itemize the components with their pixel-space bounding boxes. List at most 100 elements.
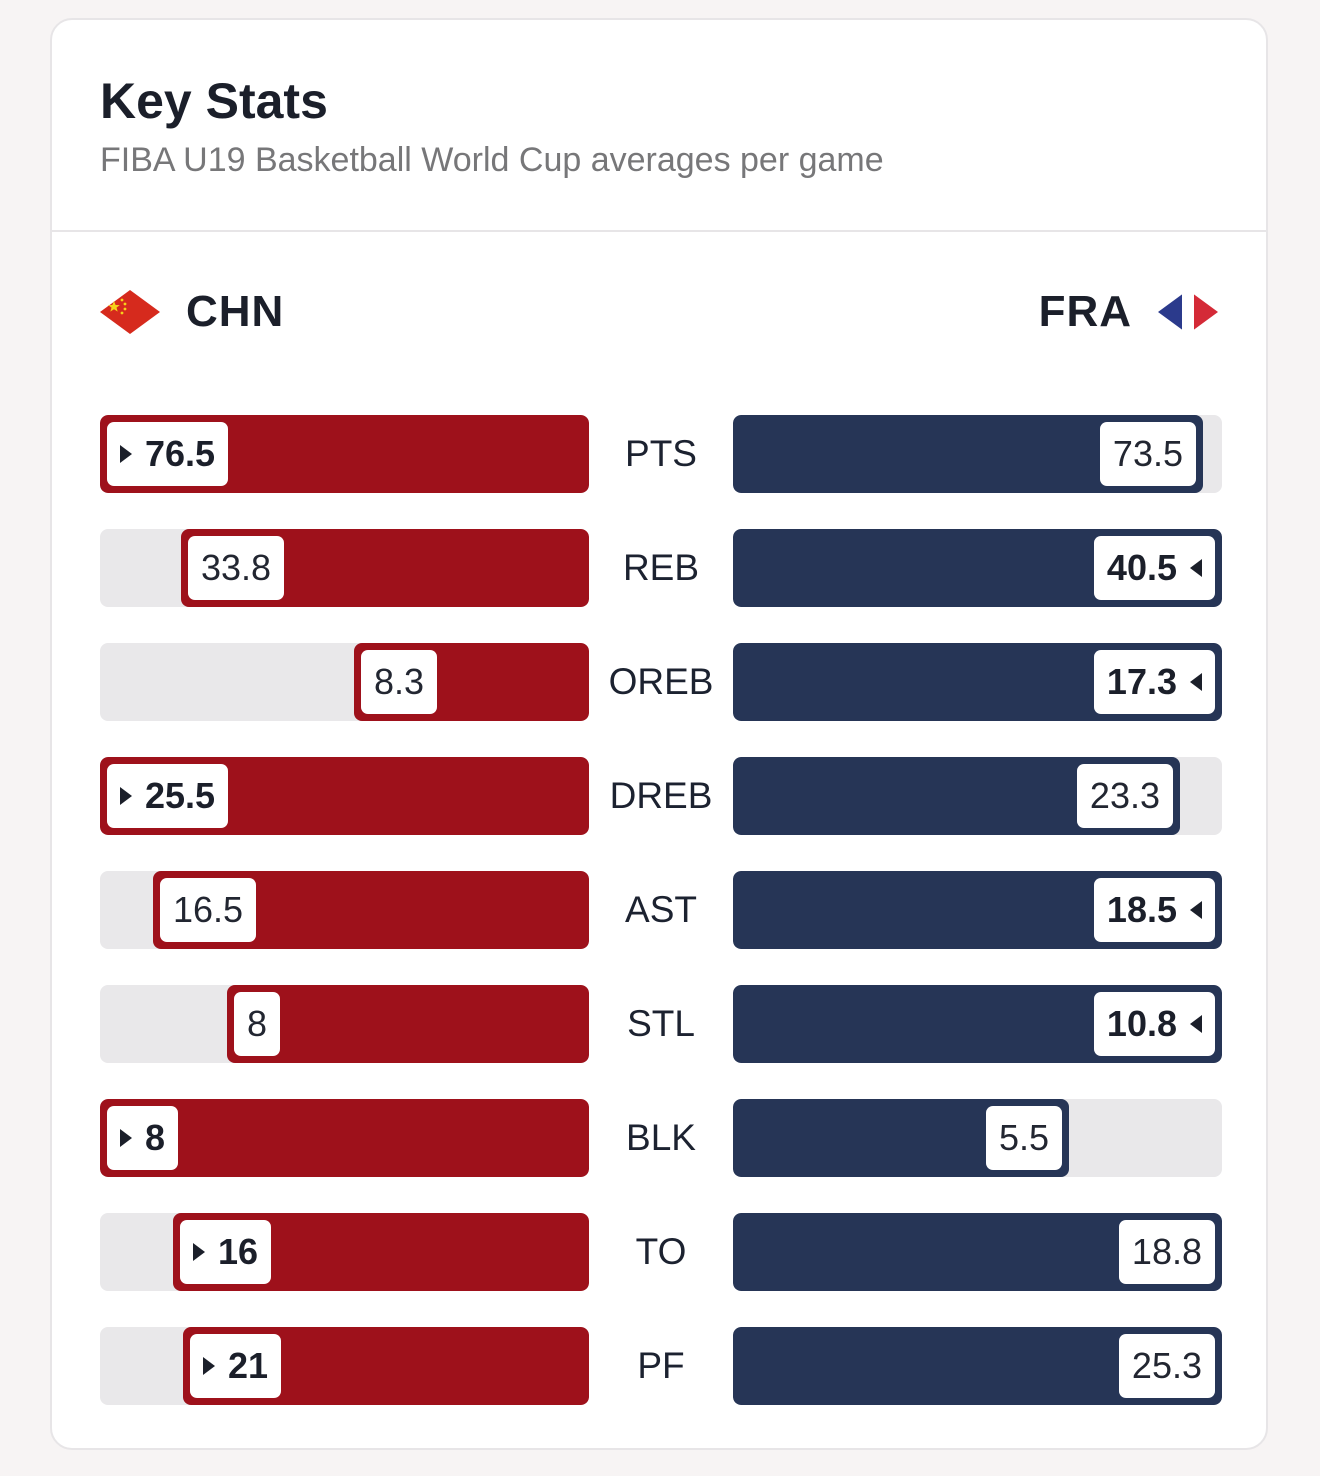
right-bar-track: 73.5 [733, 415, 1222, 493]
leader-arrow-icon [203, 1357, 215, 1375]
stat-label: TO [635, 1231, 687, 1272]
left-bar-track: 8 [100, 1099, 589, 1177]
left-value-label: 16 [180, 1220, 272, 1284]
leader-arrow-icon [120, 1129, 132, 1147]
right-bar-track: 10.8 [733, 985, 1222, 1063]
right-bar: 25.3 [733, 1327, 1222, 1405]
right-bar-track: 17.3 [733, 643, 1222, 721]
right-bar: 18.8 [733, 1213, 1222, 1291]
left-value-text: 8 [247, 1003, 268, 1044]
stat-row-ast: 16.5 AST 18.5 [100, 871, 1222, 949]
right-value-text: 18.8 [1131, 1231, 1202, 1272]
left-value-label: 21 [190, 1334, 282, 1398]
left-bar-track: 16.5 [100, 871, 589, 949]
header-divider [52, 230, 1266, 232]
left-value-text: 33.8 [201, 547, 272, 588]
left-bar: 33.8 [181, 529, 589, 607]
left-bar: 21 [183, 1327, 589, 1405]
right-bar-track: 18.5 [733, 871, 1222, 949]
left-bar: 76.5 [100, 415, 589, 493]
stat-label: PTS [625, 433, 697, 474]
left-bar-track: 25.5 [100, 757, 589, 835]
right-bar-track: 18.8 [733, 1213, 1222, 1291]
right-bar-track: 40.5 [733, 529, 1222, 607]
left-bar: 16.5 [153, 871, 589, 949]
page-subtitle: FIBA U19 Basketball World Cup averages p… [100, 141, 884, 179]
left-bar: 8.3 [354, 643, 589, 721]
right-value-label: 73.5 [1099, 422, 1196, 486]
right-value-label: 40.5 [1093, 536, 1215, 600]
left-value-text: 8.3 [374, 661, 425, 702]
left-value-text: 8 [145, 1117, 166, 1158]
right-value-text: 17.3 [1106, 661, 1177, 702]
stat-label: AST [625, 889, 697, 930]
stat-row-pf: 21 PF 25.3 [100, 1327, 1222, 1405]
team-right: FRA [1039, 282, 1218, 342]
france-flag-icon [1158, 290, 1218, 334]
left-bar-track: 16 [100, 1213, 589, 1291]
right-bar-track: 5.5 [733, 1099, 1222, 1177]
left-bar-track: 33.8 [100, 529, 589, 607]
left-value-text: 16 [218, 1231, 259, 1272]
left-bar: 25.5 [100, 757, 589, 835]
right-bar-track: 23.3 [733, 757, 1222, 835]
right-value-label: 10.8 [1093, 992, 1215, 1056]
left-value-text: 21 [228, 1345, 269, 1386]
left-value-label: 8.3 [361, 650, 438, 714]
right-bar-track: 25.3 [733, 1327, 1222, 1405]
leader-arrow-icon [1190, 1015, 1202, 1033]
stat-label: PF [637, 1345, 685, 1386]
left-bar: 16 [173, 1213, 589, 1291]
leader-arrow-icon [1190, 901, 1202, 919]
left-bar: 8 [227, 985, 589, 1063]
stat-label: STL [627, 1003, 695, 1044]
stat-row-to: 16 TO 18.8 [100, 1213, 1222, 1291]
stat-row-stl: 8 STL 10.8 [100, 985, 1222, 1063]
right-value-label: 23.3 [1076, 764, 1173, 828]
page-title: Key Stats [100, 73, 328, 129]
right-value-label: 17.3 [1093, 650, 1215, 714]
stat-label: BLK [626, 1117, 696, 1158]
card-header: Key Stats FIBA U19 Basketball World Cup … [100, 72, 1218, 180]
leader-arrow-icon [120, 787, 132, 805]
stat-row-dreb: 25.5 DREB 23.3 [100, 757, 1222, 835]
left-value-label: 76.5 [107, 422, 229, 486]
team-left-name: CHN [186, 287, 285, 336]
right-bar: 18.5 [733, 871, 1222, 949]
right-value-text: 40.5 [1106, 547, 1177, 588]
left-value-text: 76.5 [145, 433, 216, 474]
left-value-label: 25.5 [107, 764, 229, 828]
stat-row-oreb: 8.3 OREB 17.3 [100, 643, 1222, 721]
stat-row-pts: 76.5 PTS 73.5 [100, 415, 1222, 493]
right-value-text: 10.8 [1106, 1003, 1177, 1044]
right-bar: 23.3 [733, 757, 1180, 835]
right-bar: 5.5 [733, 1099, 1069, 1177]
left-bar: 8 [100, 1099, 589, 1177]
left-value-label: 33.8 [188, 536, 285, 600]
left-bar-track: 8.3 [100, 643, 589, 721]
team-right-name: FRA [1038, 287, 1132, 336]
team-left: CHN [100, 282, 284, 342]
right-value-text: 5.5 [998, 1117, 1049, 1158]
leader-arrow-icon [1190, 673, 1202, 691]
right-bar: 17.3 [733, 643, 1222, 721]
right-bar: 40.5 [733, 529, 1222, 607]
left-value-label: 16.5 [160, 878, 257, 942]
right-value-label: 25.3 [1118, 1334, 1215, 1398]
right-bar: 73.5 [733, 415, 1203, 493]
right-value-label: 18.8 [1118, 1220, 1215, 1284]
stat-row-blk: 8 BLK 5.5 [100, 1099, 1222, 1177]
right-value-label: 5.5 [985, 1106, 1062, 1170]
china-flag-icon [100, 290, 160, 334]
right-value-text: 18.5 [1106, 889, 1177, 930]
left-value-text: 25.5 [145, 775, 216, 816]
leader-arrow-icon [120, 445, 132, 463]
left-value-label: 8 [234, 992, 281, 1056]
right-bar: 10.8 [733, 985, 1222, 1063]
left-value-label: 8 [107, 1106, 179, 1170]
stat-label: OREB [608, 661, 714, 702]
left-bar-track: 8 [100, 985, 589, 1063]
right-value-text: 73.5 [1112, 433, 1183, 474]
right-value-label: 18.5 [1093, 878, 1215, 942]
stat-label: DREB [609, 775, 713, 816]
